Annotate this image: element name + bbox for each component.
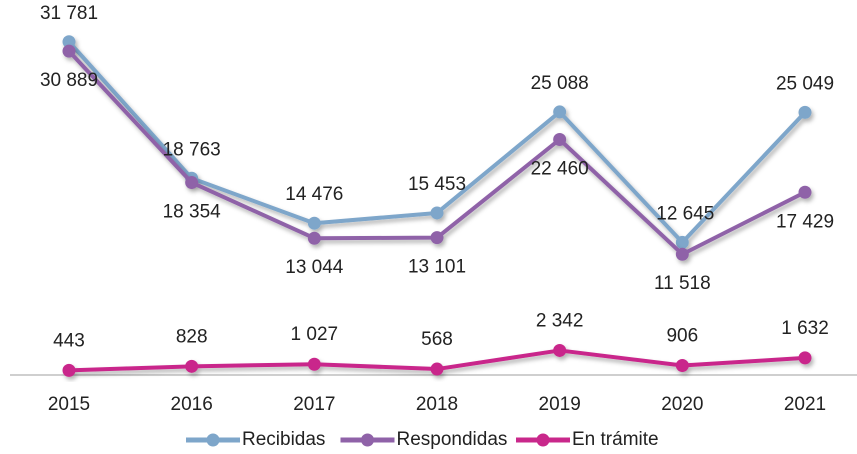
data-label: 18 354 xyxy=(163,202,222,223)
marker xyxy=(675,247,689,261)
data-label: 13 101 xyxy=(408,257,466,278)
legend-marker xyxy=(536,433,550,447)
data-label: 17 429 xyxy=(776,211,834,232)
data-label: 568 xyxy=(421,329,453,350)
data-label: 11 518 xyxy=(654,273,711,294)
data-label: 25 049 xyxy=(776,73,834,94)
marker xyxy=(62,35,76,49)
marker xyxy=(62,44,76,58)
legend-marker xyxy=(361,433,374,447)
data-label: 443 xyxy=(53,330,85,351)
data-label: 12 645 xyxy=(656,203,714,224)
marker xyxy=(798,185,812,199)
marker xyxy=(430,362,444,376)
x-tick-label: 2021 xyxy=(784,394,826,415)
marker xyxy=(675,235,689,249)
marker xyxy=(798,105,812,119)
x-tick-label: 2018 xyxy=(416,394,458,415)
marker xyxy=(307,216,321,230)
data-label: 15 453 xyxy=(408,174,466,195)
marker xyxy=(185,176,199,190)
data-label: 2 342 xyxy=(536,310,584,331)
legend-marker xyxy=(206,433,220,447)
x-tick-label: 2020 xyxy=(661,394,703,415)
data-label: 18 763 xyxy=(163,139,221,160)
data-label: 22 460 xyxy=(531,159,589,180)
data-label: 1 632 xyxy=(781,318,829,339)
x-tick-label: 2019 xyxy=(539,394,581,415)
marker xyxy=(675,358,689,372)
data-label: 828 xyxy=(176,326,208,347)
marker xyxy=(430,206,444,220)
marker xyxy=(553,343,567,357)
data-label: 1 027 xyxy=(291,324,339,345)
series xyxy=(62,44,812,261)
data-label: 30 889 xyxy=(40,70,98,91)
data-label: 14 476 xyxy=(285,184,343,205)
marker xyxy=(798,351,812,365)
marker xyxy=(553,105,567,119)
data-label: 25 088 xyxy=(531,73,589,94)
marker xyxy=(185,359,199,373)
x-tick-label: 2016 xyxy=(171,394,213,415)
marker xyxy=(307,357,321,371)
data-label: 13 044 xyxy=(285,257,344,278)
x-tick-label: 2015 xyxy=(48,394,90,415)
marker xyxy=(307,231,321,245)
marker xyxy=(62,363,76,377)
data-label: 31 781 xyxy=(40,3,98,24)
x-tick-label: 2017 xyxy=(293,394,335,415)
data-label: 906 xyxy=(666,326,698,347)
marker xyxy=(430,231,444,245)
legend-label: Recibidas xyxy=(242,429,325,450)
series xyxy=(62,343,812,377)
legend-label: En trámite xyxy=(572,429,659,450)
legend-label: Respondidas xyxy=(397,429,508,450)
marker xyxy=(553,132,567,146)
